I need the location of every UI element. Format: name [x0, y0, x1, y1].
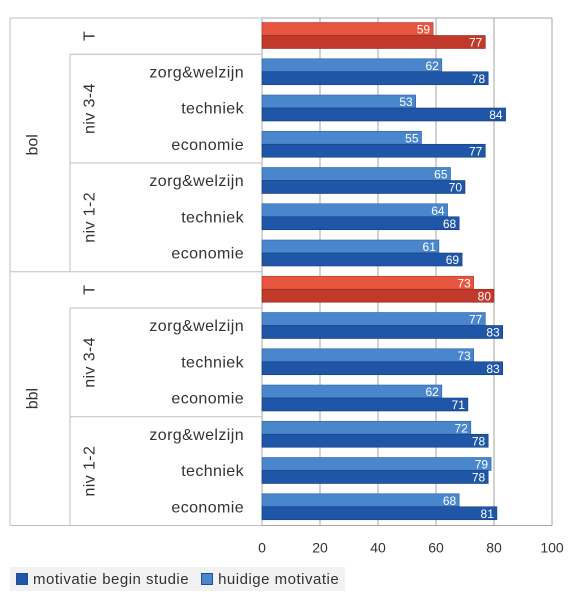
bar-huidige-motivatie: [261, 420, 472, 435]
bar-huidige-motivatie: [261, 348, 474, 363]
bar-huidige-motivatie: [261, 384, 443, 399]
data-label: 83: [486, 362, 500, 376]
category-label: zorg&welzijn: [149, 173, 244, 190]
bar-huidige-motivatie: [261, 130, 422, 145]
data-label: 80: [478, 289, 492, 303]
bar-huidige-motivatie: [261, 94, 416, 109]
data-label: 78: [472, 471, 486, 485]
legend-swatch-huidig: [201, 573, 214, 585]
x-tick-label: 80: [486, 540, 502, 556]
bar-motivatie-begin-studie: [261, 361, 503, 376]
legend-label-begin: motivatie begin studie: [33, 570, 190, 588]
category-label: T: [82, 285, 99, 295]
bar-motivatie-begin-studie: [261, 107, 506, 122]
data-label: 81: [481, 507, 495, 521]
subgroup-label: niv 3-4: [82, 83, 99, 134]
category-label: zorg&welzijn: [149, 427, 244, 444]
bar-huidige-motivatie: [261, 239, 440, 254]
bar-motivatie-begin-studie: [261, 470, 489, 484]
bar-huidige-motivatie: [261, 203, 448, 218]
x-tick-label: 0: [258, 540, 266, 556]
legend-item-begin: motivatie begin studie: [16, 571, 189, 588]
bar-huidige-motivatie: [261, 312, 486, 326]
category-label: economie: [171, 137, 244, 154]
legend-item-huidig: huidige motivatie: [201, 571, 339, 588]
subgroup-label: niv 1-2: [82, 192, 99, 243]
data-label: 61: [423, 240, 437, 254]
bar-motivatie-begin-studie: [261, 252, 463, 267]
category-label: economie: [171, 499, 244, 516]
data-label: 71: [452, 398, 466, 412]
category-label: economie: [171, 246, 244, 263]
legend-label-huidig: huidige motivatie: [218, 570, 340, 588]
data-label: 53: [399, 95, 413, 109]
chart-svg: 0 20 40 60 80 100 T 59 77 zorg&welzijn 62 78 technie…: [9, 17, 564, 556]
category-label: zorg&welzijn: [149, 64, 244, 81]
data-label: 55: [405, 131, 419, 145]
group-label: bbl: [25, 388, 42, 409]
category-label: techniek: [181, 209, 244, 226]
data-label: 78: [472, 72, 486, 86]
data-label: 70: [449, 181, 463, 195]
bar-huidige-motivatie: [261, 457, 492, 471]
bar-motivatie-begin-studie: [261, 216, 460, 231]
group-label: bol: [25, 134, 42, 155]
bar-motivatie-begin-studie: [261, 397, 469, 412]
bar-motivatie-begin-studie: [261, 35, 486, 49]
x-tick-label: 100: [540, 540, 564, 556]
category-label: economie: [171, 391, 244, 408]
x-tick-label: 40: [370, 540, 386, 556]
category-label: T: [82, 31, 99, 41]
data-label: 84: [489, 108, 503, 122]
category-label: zorg&welzijn: [149, 318, 244, 335]
bar-huidige-motivatie: [261, 58, 443, 73]
data-label: 68: [443, 494, 457, 508]
bar-huidige-motivatie: [261, 22, 434, 36]
data-label: 73: [457, 349, 471, 363]
bar-motivatie-begin-studie: [261, 288, 495, 303]
data-label: 68: [443, 217, 457, 231]
bar-huidige-motivatie: [261, 493, 460, 508]
data-label: 77: [469, 144, 483, 158]
x-tick-label: 20: [312, 540, 328, 556]
category-label: techniek: [181, 354, 244, 371]
data-label: 77: [469, 36, 483, 50]
data-label: 77: [469, 313, 483, 327]
x-tick-label: 60: [428, 540, 444, 556]
data-label: 62: [425, 59, 439, 73]
bar-motivatie-begin-studie: [261, 71, 489, 86]
bar-motivatie-begin-studie: [261, 325, 503, 339]
data-label: 62: [425, 385, 439, 399]
data-label: 83: [486, 326, 500, 340]
category-label: techniek: [181, 463, 244, 480]
legend-swatch-begin: [16, 573, 28, 585]
bar-motivatie-begin-studie: [261, 433, 489, 448]
data-label: 72: [454, 421, 468, 435]
data-label: 79: [475, 458, 489, 472]
subgroup-label: niv 1-2: [82, 446, 99, 497]
data-label: 78: [472, 434, 486, 448]
data-label: 69: [446, 253, 460, 267]
bar-motivatie-begin-studie: [261, 506, 498, 521]
data-label: 59: [417, 23, 431, 37]
bar-motivatie-begin-studie: [261, 143, 486, 158]
data-label: 64: [431, 204, 445, 218]
subgroup-label: niv 3-4: [82, 337, 99, 388]
data-label: 73: [457, 276, 471, 290]
data-label: 65: [434, 168, 448, 182]
bar-huidige-motivatie: [261, 275, 474, 290]
category-label: techniek: [181, 101, 244, 118]
legend: motivatie begin studie huidige motivatie: [10, 567, 346, 591]
bar-motivatie-begin-studie: [261, 180, 466, 194]
bar-huidige-motivatie: [261, 167, 451, 181]
